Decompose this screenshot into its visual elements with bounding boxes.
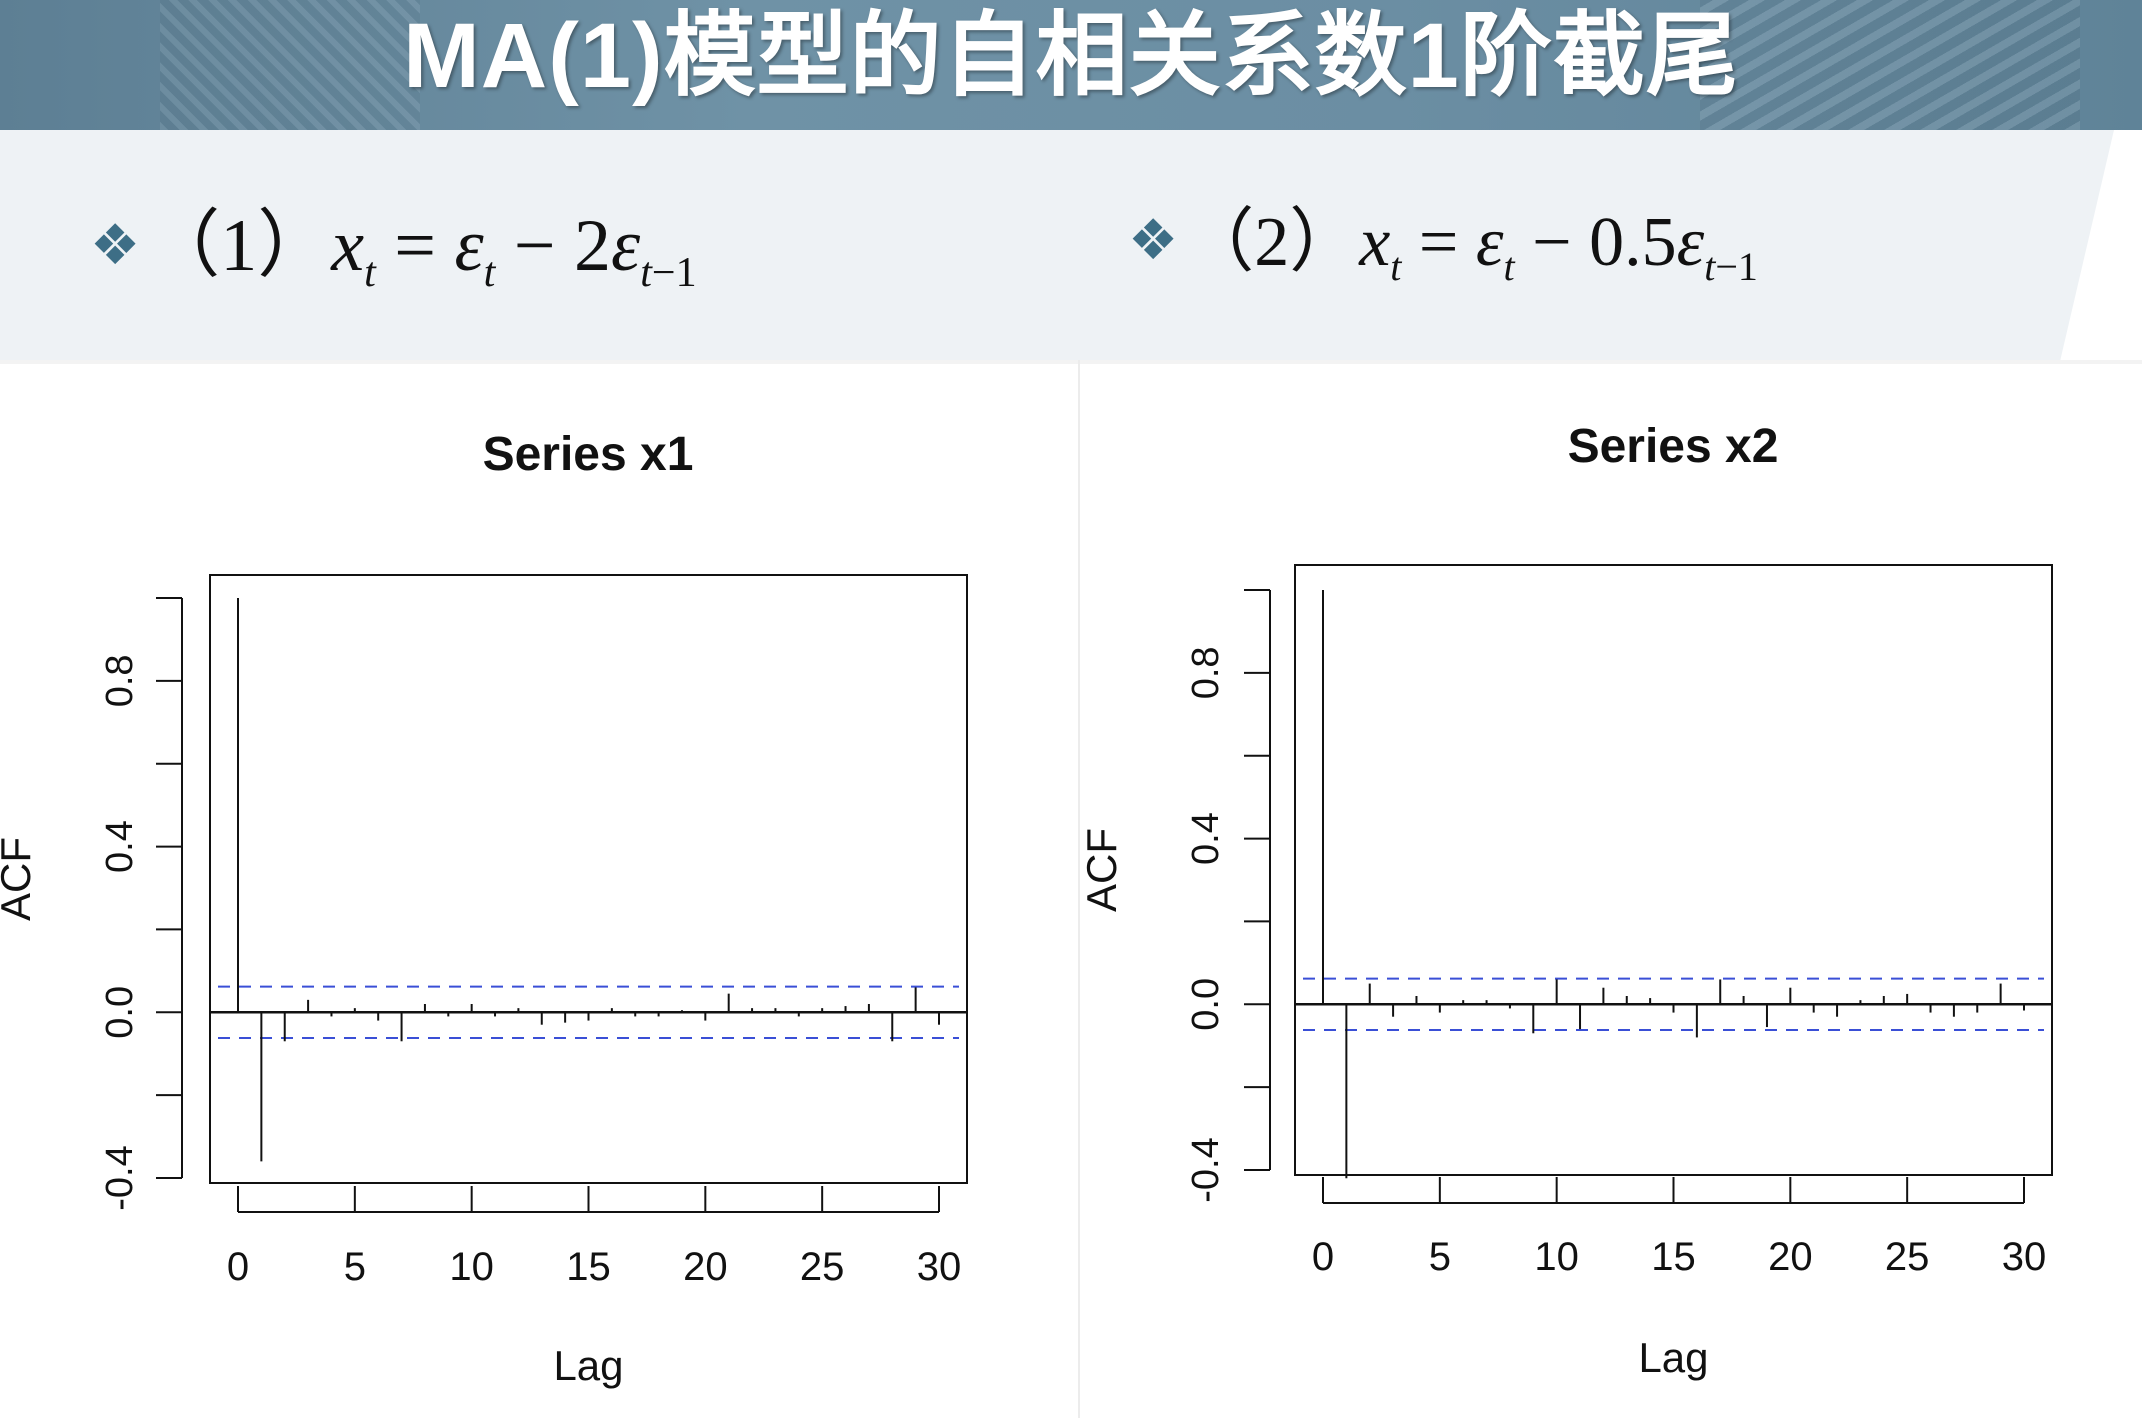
x-tick-label: 20 [683,1245,728,1289]
y-tick-label: 0.0 [99,986,141,1039]
x-axis-label: Lag [553,1342,623,1389]
x-tick-label: 10 [449,1245,494,1289]
x-tick-label: 30 [2002,1235,2047,1279]
y-tick-label: 0.8 [99,654,141,707]
y-tick-label: -0.4 [1185,1137,1227,1202]
panel-edge [0,360,2142,364]
chart-title: Series x1 [483,428,694,481]
x-tick-label: 5 [344,1245,366,1289]
header-banner: MA(1)模型的自相关系数1阶截尾 [0,0,2142,130]
y-tick-label: 0.8 [1185,646,1227,699]
x-tick-label: 15 [1651,1235,1696,1279]
slide-title: MA(1)模型的自相关系数1阶截尾 [403,5,1739,107]
x-tick-label: 20 [1768,1235,1813,1279]
x-tick-label: 25 [800,1245,845,1289]
y-tick-label: 0.4 [99,820,141,873]
formula-2-label: （2） [1184,204,1360,281]
formula-2-expr: xt = εt − 0.5εt−1 [1359,204,1758,289]
x-tick-label: 15 [566,1245,611,1289]
plot-frame [209,574,968,1184]
x-tick-label: 5 [1429,1235,1451,1279]
y-tick-label: 0.0 [1185,978,1227,1031]
y-axis-label: ACF [0,837,39,921]
diamond-bullet-icon: ❖ [1128,208,1179,273]
y-tick-label: -0.4 [99,1145,141,1210]
x-tick-label: 25 [1885,1235,1930,1279]
formula-band [0,130,2142,490]
x-tick-label: 0 [1312,1235,1334,1279]
x-tick-label: 30 [917,1245,962,1289]
formula-2: ❖（2）xt = εt − 0.5εt−1 [1128,185,1758,290]
plot-frame [1294,564,2053,1176]
x-tick-label: 0 [227,1245,249,1289]
acf-chart-1: Series x1 -0.4 0.0 0.4 0.8 0 5 10 15 20 25 30 Lag ACF [0,428,968,1389]
chart-title: Series x2 [1568,420,1779,473]
formula-1: ❖（1）xt = εt − 2εt−1 [90,185,697,297]
panel-divider [1078,360,1080,1418]
diamond-bullet-icon: ❖ [90,213,141,278]
formula-1-label: （1） [146,205,332,287]
acf-chart-2: Series x2 -0.4 0.0 0.4 0.8 0 5 10 15 20 25 30 Lag ACF [1078,420,2053,1381]
y-tick-label: 0.4 [1185,812,1227,865]
header-texture-right [1700,0,2080,130]
header-texture-left [160,0,420,130]
x-tick-label: 10 [1534,1235,1579,1279]
x-axis-label: Lag [1638,1334,1708,1381]
formula-1-expr: xt = εt − 2εt−1 [331,205,697,296]
y-axis-label: ACF [1078,828,1125,912]
